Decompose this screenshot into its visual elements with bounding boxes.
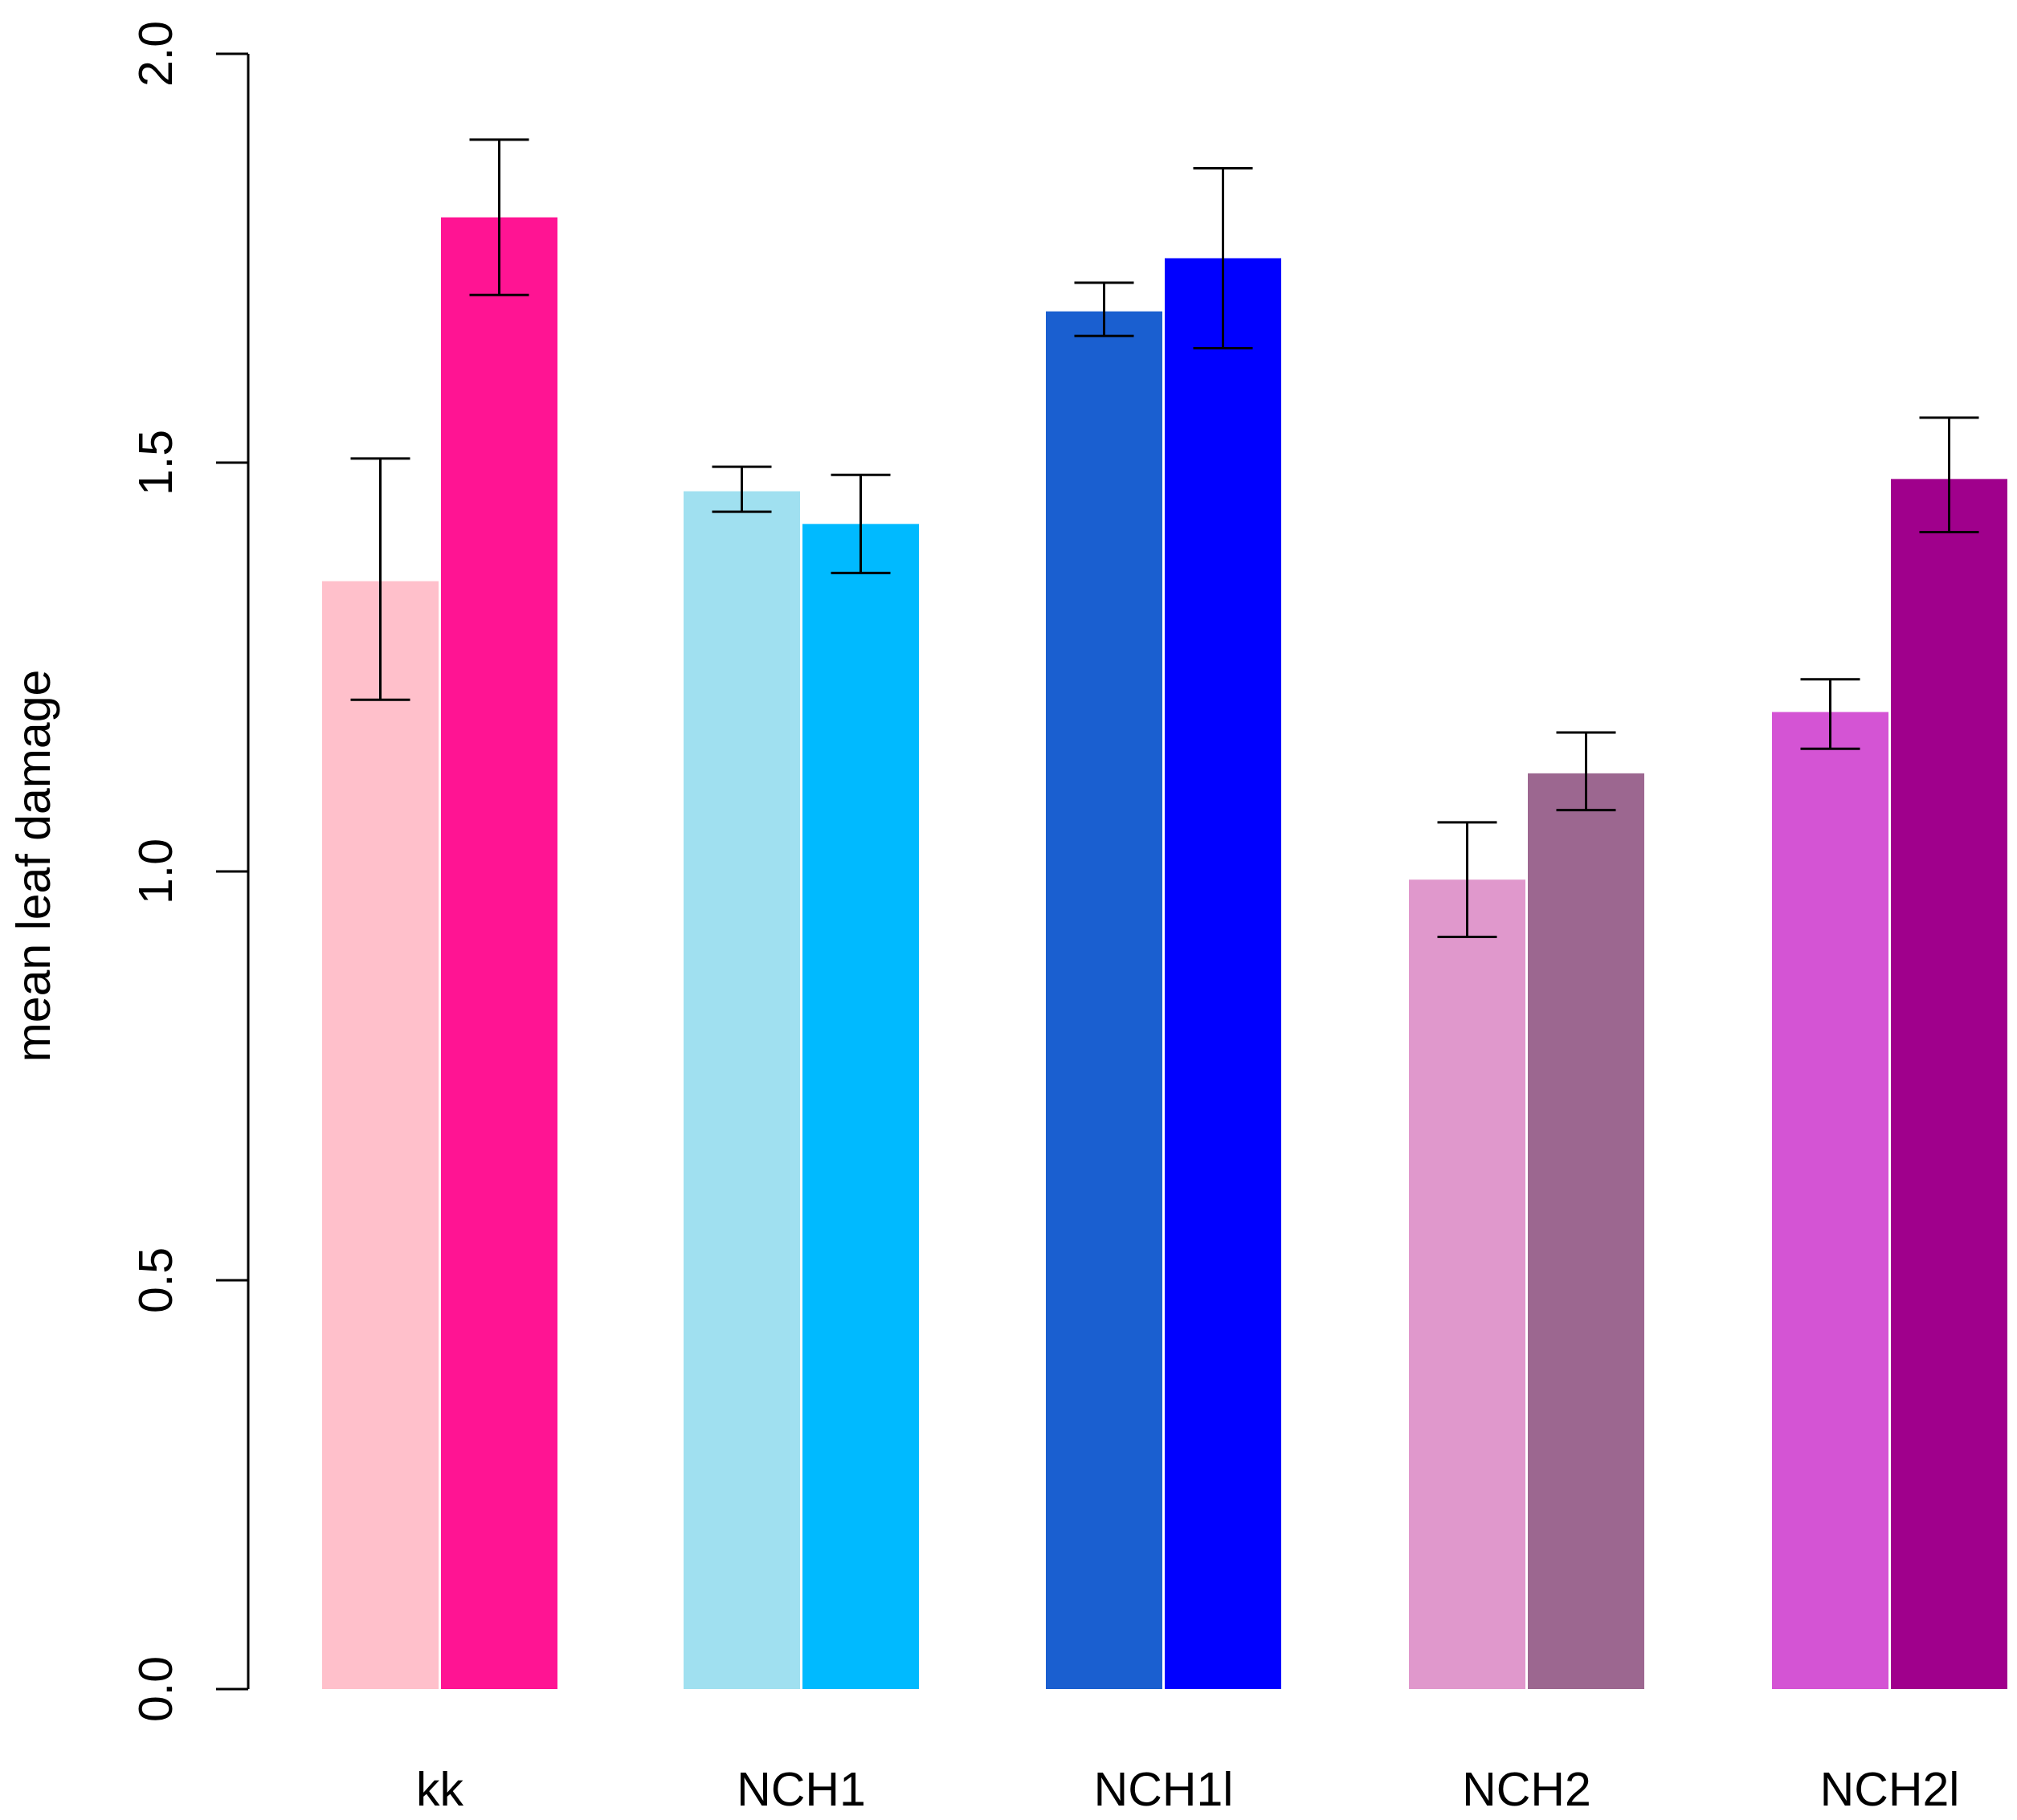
bar: [684, 491, 800, 1689]
y-tick-label: 0.0: [129, 1656, 182, 1722]
x-category-label: NCH2: [1462, 1763, 1591, 1816]
error-bar: [350, 457, 410, 701]
x-category-label: NCH1l: [1094, 1763, 1234, 1816]
bar: [802, 524, 919, 1689]
x-category-label: kk: [416, 1763, 464, 1816]
x-category-label: NCH2l: [1820, 1763, 1960, 1816]
error-bar: [1074, 281, 1134, 337]
bar: [1772, 712, 1888, 1689]
x-category-label: NCH1: [737, 1763, 866, 1816]
y-tick-label: 1.5: [129, 430, 182, 496]
y-axis: 0.0 0.5 1.0 1.5 2.0: [129, 21, 250, 1722]
error-bar: [1919, 416, 1979, 534]
error-bar: [1193, 167, 1253, 349]
bar: [441, 217, 557, 1690]
error-bar: [712, 465, 772, 513]
bar: [1409, 879, 1525, 1689]
bar: [1165, 258, 1281, 1689]
error-bar: [1800, 678, 1860, 750]
error-bars-layer: [350, 138, 1979, 938]
error-bar: [469, 138, 529, 296]
y-axis-title: mean leaf damage: [7, 670, 60, 1063]
error-bar: [1556, 731, 1616, 812]
bar: [322, 581, 439, 1689]
bars-layer: [322, 217, 2007, 1690]
y-tick-label: 1.0: [129, 839, 182, 904]
y-tick-label: 2.0: [129, 21, 182, 87]
bar: [1528, 773, 1644, 1689]
bar: [1046, 311, 1162, 1689]
error-bar: [1437, 821, 1497, 938]
y-tick-label: 0.5: [129, 1247, 182, 1313]
error-bar: [831, 473, 891, 574]
x-axis-labels: kk NCH1 NCH1l NCH2 NCH2l: [416, 1763, 1959, 1816]
bar: [1891, 479, 2007, 1689]
